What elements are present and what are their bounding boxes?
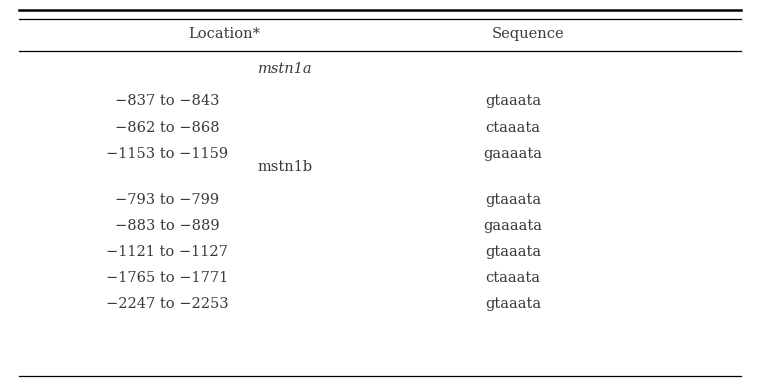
Text: gtaaata: gtaaata <box>485 245 541 259</box>
Text: gtaaata: gtaaata <box>485 193 541 207</box>
Text: gtaaata: gtaaata <box>485 95 541 108</box>
Text: mstn1a: mstn1a <box>258 62 312 76</box>
Text: ctaaata: ctaaata <box>486 121 540 134</box>
Text: −862 to −868: −862 to −868 <box>115 121 220 134</box>
Text: Sequence: Sequence <box>492 28 565 41</box>
Text: −1765 to −1771: −1765 to −1771 <box>106 271 228 285</box>
Text: −1121 to −1127: −1121 to −1127 <box>106 245 228 259</box>
Text: −793 to −799: −793 to −799 <box>115 193 220 207</box>
Text: gtaaata: gtaaata <box>485 297 541 311</box>
Text: ctaaata: ctaaata <box>486 271 540 285</box>
Text: −883 to −889: −883 to −889 <box>115 219 220 233</box>
Text: −2247 to −2253: −2247 to −2253 <box>106 297 229 311</box>
Text: Location*: Location* <box>188 28 260 41</box>
Text: mstn1b: mstn1b <box>258 160 312 173</box>
Text: gaaaata: gaaaata <box>483 219 543 233</box>
Text: gaaaata: gaaaata <box>483 147 543 160</box>
Text: −837 to −843: −837 to −843 <box>115 95 220 108</box>
Text: −1153 to −1159: −1153 to −1159 <box>106 147 228 160</box>
